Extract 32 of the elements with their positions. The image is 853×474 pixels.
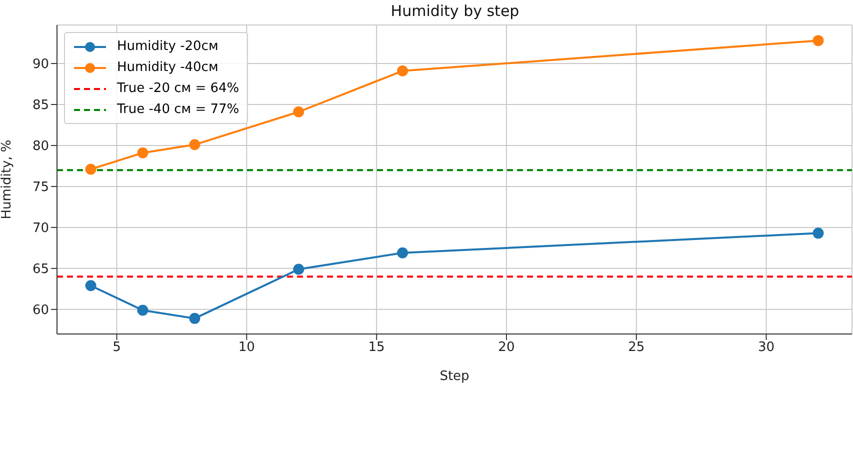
x-tick-label: 20: [498, 340, 515, 356]
y-tick-label: 60: [32, 303, 49, 318]
y-tick-label: 65: [32, 262, 49, 278]
point: [397, 247, 408, 258]
x-axis-title: Step: [440, 369, 470, 384]
point: [85, 164, 96, 175]
legend-label: Humidity -40см: [117, 60, 218, 75]
point: [812, 35, 824, 46]
point: [293, 264, 304, 275]
y-tick-label: 75: [32, 180, 49, 196]
chart-title: Humidity by step: [390, 2, 520, 20]
point: [137, 147, 148, 158]
legend-label: True -40 см = 77%: [117, 102, 240, 117]
point: [137, 304, 148, 316]
y-tick-label: 80: [32, 139, 49, 154]
point: [189, 312, 200, 324]
legend-label: True -20 см = 64%: [117, 81, 240, 96]
point: [397, 65, 408, 76]
y-tick-label: 90: [32, 57, 49, 72]
point: [189, 139, 200, 150]
x-tick-label: 15: [368, 340, 385, 356]
x-tick-label: 5: [112, 340, 121, 356]
x-tick-label: 10: [238, 340, 255, 356]
legend-label: Humidity -20см: [117, 39, 218, 54]
y-tick-label: 85: [32, 98, 49, 114]
x-tick-label: 25: [628, 340, 645, 356]
y-axis-title: Humidity, %: [0, 140, 15, 220]
y-tick-label: 70: [32, 221, 49, 236]
point: [293, 106, 304, 118]
x-tick-label: 30: [758, 340, 775, 356]
point: [812, 228, 824, 239]
point: [85, 280, 96, 292]
